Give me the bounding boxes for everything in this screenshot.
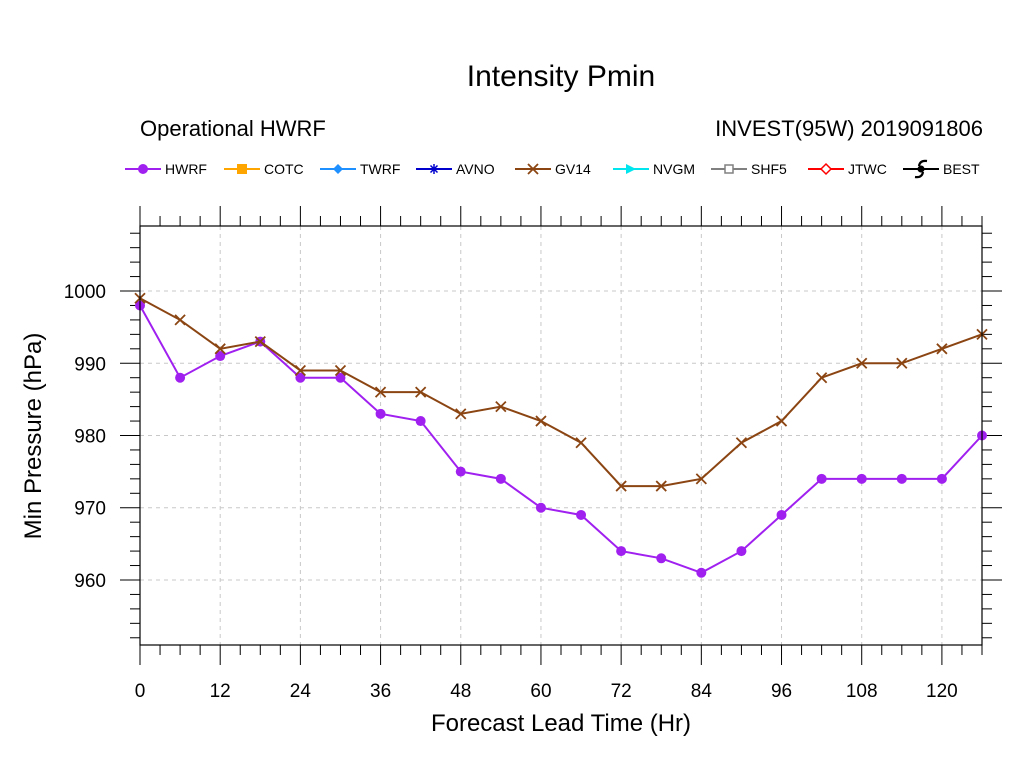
data-point-gv14 xyxy=(495,400,507,413)
data-point-hwrf xyxy=(656,553,667,564)
data-point-hwrf xyxy=(856,473,867,484)
legend-label: TWRF xyxy=(360,161,400,177)
y-tick-label: 960 xyxy=(74,571,106,592)
x-tick-label: 48 xyxy=(450,681,471,702)
legend: HWRF COTC TWRF AVNO GV14 NVGM SHF5 JTWC BEST xyxy=(125,159,980,179)
data-point-hwrf xyxy=(696,567,707,578)
data-point-gv14 xyxy=(815,372,828,384)
legend-item-avno: AVNO xyxy=(416,161,495,177)
x-tick-label: 84 xyxy=(691,681,713,702)
axis-ticks: 0 12 24 36 48 60 72 84 96 108 120 960 970 980 990 1000 xyxy=(64,206,1002,702)
data-point-gv14 xyxy=(174,314,186,326)
data-point-hwrf xyxy=(896,473,907,484)
x-tick-label: 0 xyxy=(135,681,146,702)
data-point-hwrf xyxy=(175,372,186,383)
x-tick-label: 72 xyxy=(611,681,632,702)
plot-frame xyxy=(139,225,983,646)
data-point-hwrf xyxy=(495,473,506,484)
legend-marker-best xyxy=(914,159,928,179)
data-point-gv14 xyxy=(334,364,347,377)
legend-label: NVGM xyxy=(653,161,695,177)
data-point-gv14 xyxy=(735,437,748,449)
chart-subtitle-model: Operational HWRF xyxy=(140,116,326,141)
data-point-gv14 xyxy=(856,357,868,369)
legend-item-best: BEST xyxy=(903,159,980,179)
x-tick-label: 108 xyxy=(846,681,878,702)
legend-item-gv14: GV14 xyxy=(515,161,591,177)
legend-label: COTC xyxy=(264,161,304,177)
data-point-hwrf xyxy=(616,546,627,557)
y-tick-label: 970 xyxy=(74,499,106,520)
legend-label: GV14 xyxy=(555,161,591,177)
data-point-hwrf xyxy=(535,502,546,513)
x-tick-label: 120 xyxy=(926,681,958,702)
legend-marker-nvgm xyxy=(626,164,636,174)
data-point-hwrf xyxy=(776,509,787,520)
x-tick-label: 96 xyxy=(771,681,792,702)
y-axis-label: Min Pressure (hPa) xyxy=(20,333,47,540)
data-point-gv14 xyxy=(775,415,788,427)
data-point-gv14 xyxy=(415,386,427,398)
data-point-hwrf xyxy=(375,408,386,419)
chart-title: Intensity Pmin xyxy=(466,60,656,93)
legend-item-nvgm: NVGM xyxy=(613,161,695,177)
data-point-gv14 xyxy=(575,437,587,449)
legend-label: JTWC xyxy=(848,161,887,177)
data-point-gv14 xyxy=(655,480,667,492)
legend-marker-gv14 xyxy=(527,163,539,175)
legend-label: SHF5 xyxy=(751,161,787,177)
y-tick-label: 990 xyxy=(74,354,106,375)
legend-marker-hwrf xyxy=(138,164,148,174)
data-point-gv14 xyxy=(294,364,307,377)
data-point-hwrf xyxy=(936,473,947,484)
series-line-gv14 xyxy=(139,297,983,488)
legend-label: AVNO xyxy=(456,161,495,177)
grid-lines xyxy=(139,226,982,645)
legend-item-twrf: TWRF xyxy=(320,161,400,177)
data-point-gv14 xyxy=(615,480,627,492)
data-point-hwrf xyxy=(816,473,827,484)
data-point-hwrf xyxy=(736,546,747,557)
data-point-hwrf xyxy=(215,351,226,362)
series-line-hwrf xyxy=(139,304,983,574)
data-point-gv14 xyxy=(374,386,387,398)
data-point-hwrf xyxy=(455,466,466,477)
y-tick-label: 980 xyxy=(74,427,106,448)
x-axis-label: Forecast Lead Time (Hr) xyxy=(431,710,691,737)
data-point-gv14 xyxy=(455,408,467,420)
x-tick-label: 24 xyxy=(290,681,312,702)
legend-marker-avno xyxy=(429,164,439,174)
data-point-gv14 xyxy=(896,357,908,369)
data-point-hwrf xyxy=(415,416,426,427)
data-point-gv14 xyxy=(535,415,547,427)
data-point-gv14 xyxy=(214,343,226,355)
data-series xyxy=(134,292,988,578)
chart-subtitle-storm: INVEST(95W) 2019091806 xyxy=(715,116,983,141)
data-point-hwrf xyxy=(576,509,587,520)
legend-label: HWRF xyxy=(165,161,207,177)
y-tick-label: 1000 xyxy=(64,282,106,303)
data-point-gv14 xyxy=(695,473,707,485)
legend-label: BEST xyxy=(943,161,980,177)
x-tick-label: 36 xyxy=(370,681,391,702)
data-point-gv14 xyxy=(254,335,266,348)
legend-marker-jtwc xyxy=(819,162,833,176)
legend-marker-shf5 xyxy=(724,164,734,174)
data-point-hwrf xyxy=(335,372,346,383)
legend-marker-twrf xyxy=(333,164,343,174)
legend-item-cotc: COTC xyxy=(224,161,304,177)
legend-marker-cotc xyxy=(237,164,247,174)
legend-item-shf5: SHF5 xyxy=(711,161,787,177)
x-tick-label: 12 xyxy=(210,681,231,702)
data-point-hwrf xyxy=(295,372,306,383)
data-point-gv14 xyxy=(936,343,948,355)
x-tick-label: 60 xyxy=(530,681,551,702)
legend-item-jtwc: JTWC xyxy=(808,161,887,177)
legend-item-hwrf: HWRF xyxy=(125,161,207,177)
